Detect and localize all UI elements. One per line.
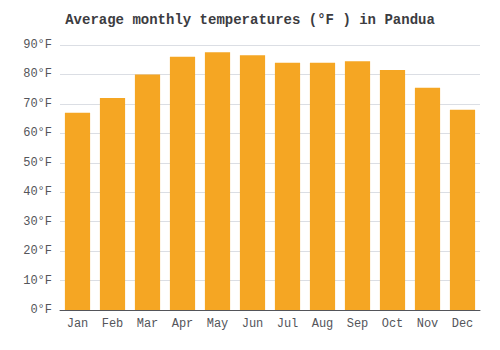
svg-text:Jun: Jun — [242, 317, 264, 331]
svg-text:30°F: 30°F — [23, 215, 52, 229]
svg-text:Nov: Nov — [417, 317, 439, 331]
svg-text:Oct: Oct — [382, 317, 404, 331]
svg-text:50°F: 50°F — [23, 156, 52, 170]
svg-text:60°F: 60°F — [23, 126, 52, 140]
svg-text:Jul: Jul — [277, 317, 299, 331]
svg-text:May: May — [207, 317, 229, 331]
svg-text:10°F: 10°F — [23, 274, 52, 288]
svg-text:Aug: Aug — [312, 317, 334, 331]
svg-text:0°F: 0°F — [30, 303, 52, 317]
svg-text:Dec: Dec — [452, 317, 474, 331]
svg-text:70°F: 70°F — [23, 97, 52, 111]
svg-text:Sep: Sep — [347, 317, 369, 331]
svg-text:Average monthly temperatures (: Average monthly temperatures (°F ) in Pa… — [65, 12, 435, 28]
svg-text:80°F: 80°F — [23, 67, 52, 81]
svg-text:20°F: 20°F — [23, 244, 52, 258]
svg-text:Feb: Feb — [102, 317, 124, 331]
svg-text:90°F: 90°F — [23, 38, 52, 52]
svg-text:Mar: Mar — [137, 317, 159, 331]
svg-text:Apr: Apr — [172, 317, 194, 331]
svg-text:Jan: Jan — [67, 317, 89, 331]
svg-text:40°F: 40°F — [23, 185, 52, 199]
